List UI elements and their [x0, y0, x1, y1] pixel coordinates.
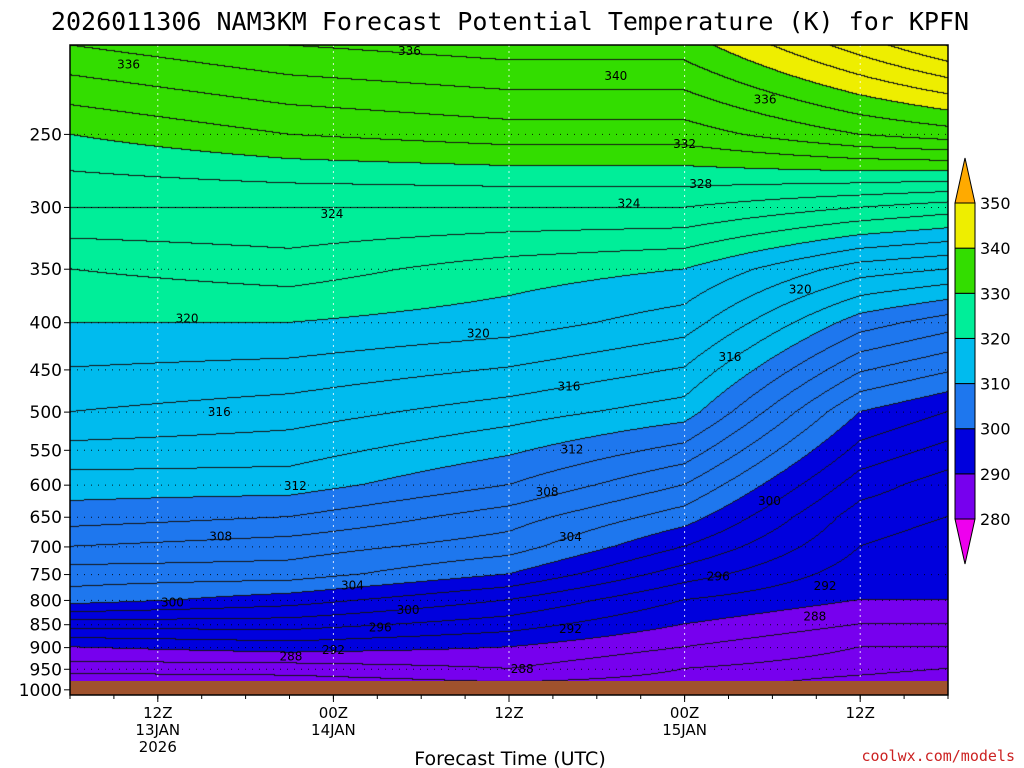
x-tick-label: 12Z	[143, 704, 172, 722]
colorbar-bin	[954, 473, 976, 520]
y-tick-label: 700	[30, 538, 62, 558]
contour-label: 304	[341, 579, 364, 593]
grid-lines	[70, 45, 948, 695]
x-tick-label: 14JAN	[311, 721, 356, 739]
y-axis: 250 300 350 400 450 500 550 600 650 700 750 800 850 9…	[19, 125, 70, 701]
contour-label: 316	[719, 350, 742, 364]
chart-title: 2026011306 NAM3KM Forecast Potential Tem…	[51, 7, 969, 36]
contour-label: 304	[559, 530, 582, 544]
y-tick-label: 450	[30, 361, 62, 381]
x-axis-label: Forecast Time (UTC)	[414, 748, 605, 768]
colorbar-tick-label: 290	[980, 465, 1011, 484]
contour-label: 320	[176, 312, 199, 326]
y-tick-label: 600	[30, 476, 62, 496]
contour-label: 328	[689, 177, 712, 191]
colorbar-bin	[954, 337, 976, 385]
colorbar-bin	[954, 247, 976, 294]
contour-label: 288	[280, 649, 303, 663]
contour-label: 316	[208, 405, 231, 419]
contour-label: 312	[560, 443, 583, 457]
contour-label: 296	[707, 570, 730, 584]
y-tick-label: 350	[30, 260, 62, 280]
colorbar-tick-label: 280	[980, 510, 1011, 529]
x-tick-label: 12Z	[846, 704, 875, 722]
colorbar-bin	[954, 157, 976, 204]
contour-label: 292	[814, 579, 837, 593]
contour-label: 300	[758, 494, 781, 508]
contour-label: 288	[511, 662, 534, 676]
colorbar-tick-label: 350	[980, 194, 1011, 213]
colorbar-tick-label: 310	[980, 375, 1011, 394]
contour-label: 308	[209, 529, 232, 543]
plot-area: 336 336 340 336 332 328 324 324 320 320 320 316 316 3…	[69, 44, 949, 696]
colorbar-bin	[954, 518, 976, 565]
contour-label: 292	[322, 643, 345, 657]
colorbar-tick-label: 300	[980, 420, 1011, 439]
contour-label: 340	[604, 69, 627, 83]
contour-label: 292	[559, 622, 582, 636]
colorbar-bin	[954, 428, 976, 475]
contour-label: 288	[803, 610, 826, 624]
contour-label: 320	[789, 282, 812, 296]
y-tick-label: 650	[30, 508, 62, 528]
ground-surface	[70, 681, 948, 695]
colorbar-bin	[954, 202, 976, 249]
contour-label: 336	[117, 58, 140, 72]
y-tick-label: 500	[30, 403, 62, 423]
colorbar-tick-label: 320	[980, 329, 1011, 348]
colorbar-tick-label: 340	[980, 239, 1011, 258]
credit-link[interactable]: coolwx.com/models	[861, 747, 1015, 765]
contour-label: 324	[618, 196, 641, 210]
x-tick-label: 00Z	[670, 704, 699, 722]
colorbar: 280 290 300 310 320 330 340 350	[954, 157, 1011, 565]
x-tick-label: 13JAN	[135, 721, 180, 739]
contour-labels: 336 336 340 336 332 328 324 324 320 320 320 316 316 3…	[117, 44, 836, 676]
contour-label: 332	[673, 137, 696, 151]
colorbar-tick-label: 330	[980, 284, 1011, 303]
contour-label: 316	[558, 379, 581, 393]
contour-label: 308	[536, 485, 559, 499]
contour-label: 336	[398, 44, 421, 58]
contour-label: 324	[320, 207, 343, 221]
y-tick-label: 850	[30, 616, 62, 636]
x-tick-label: 15JAN	[662, 721, 707, 739]
y-tick-label: 550	[30, 441, 62, 461]
y-tick-label: 900	[30, 639, 62, 659]
y-tick-label: 300	[30, 198, 62, 218]
colorbar-bin	[954, 383, 976, 430]
contour-label: 300	[397, 603, 420, 617]
contour-label: 336	[754, 92, 777, 106]
y-tick-label: 250	[30, 125, 62, 145]
y-tick-label: 950	[30, 660, 62, 680]
x-tick-label: 00Z	[319, 704, 348, 722]
contour-label: 320	[467, 327, 490, 341]
y-tick-label: 1000	[19, 681, 62, 701]
y-tick-label: 400	[30, 314, 62, 334]
contour-label: 300	[161, 595, 184, 609]
contour-label: 296	[369, 621, 392, 635]
x-tick-label: 2026	[139, 738, 177, 756]
contour-label: 312	[284, 479, 307, 493]
x-tick-label: 12Z	[494, 704, 523, 722]
y-tick-label: 800	[30, 591, 62, 611]
colorbar-bin	[954, 292, 976, 339]
y-tick-label: 750	[30, 566, 62, 586]
